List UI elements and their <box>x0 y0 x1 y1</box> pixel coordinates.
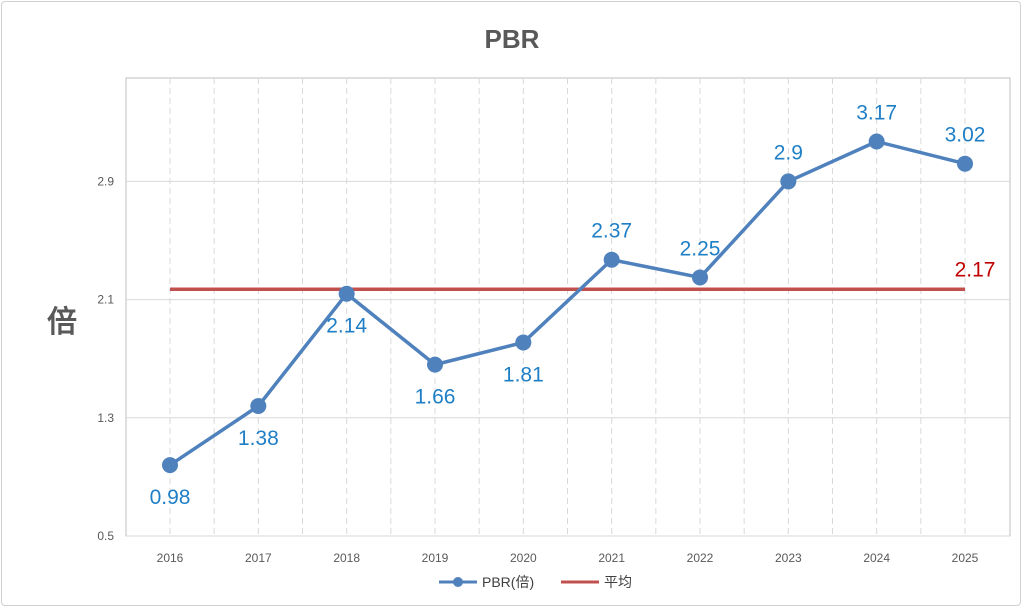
pbr-data-point <box>780 173 797 190</box>
y-tick-label: 1.3 <box>97 411 114 425</box>
pbr-data-label: 3.17 <box>856 102 897 125</box>
x-tick-label: 2017 <box>245 551 272 565</box>
pbr-data-point <box>338 285 355 302</box>
x-tick-label: 2025 <box>952 551 979 565</box>
x-tick-label: 2022 <box>687 551 714 565</box>
x-tick-label: 2024 <box>863 551 890 565</box>
x-tick-label: 2019 <box>422 551 449 565</box>
chart-title: PBR <box>485 24 540 54</box>
pbr-data-label: 1.66 <box>415 386 456 409</box>
pbr-data-point <box>515 334 532 351</box>
pbr-data-label: 2.25 <box>680 237 721 260</box>
pbr-data-label: 3.02 <box>945 124 986 147</box>
y-tick-label: 2.9 <box>97 174 114 188</box>
x-tick-label: 2016 <box>157 551 184 565</box>
x-tick-label: 2020 <box>510 551 537 565</box>
x-tick-label: 2021 <box>598 551 625 565</box>
average-data-label: 2.17 <box>955 258 996 281</box>
y-axis-label: 倍 <box>47 305 77 339</box>
pbr-data-label: 0.98 <box>150 486 191 509</box>
pbr-data-label: 1.81 <box>503 363 544 386</box>
pbr-data-point <box>957 155 973 172</box>
legend-average-label: 平均 <box>604 574 632 590</box>
pbr-data-label: 1.38 <box>238 427 279 450</box>
pbr-series-line <box>169 139 966 467</box>
legend-pbr-marker <box>453 577 463 587</box>
x-tick-label: 2018 <box>333 551 360 565</box>
legend-pbr-label: PBR(倍) <box>482 574 534 590</box>
pbr-data-point <box>250 397 267 414</box>
pbr-data-label: 2.37 <box>591 220 632 243</box>
pbr-data-point <box>162 457 178 474</box>
pbr-data-label: 2.9 <box>774 141 803 164</box>
y-tick-label: 0.5 <box>97 529 114 543</box>
pbr-data-point <box>427 356 443 373</box>
x-tick-label: 2023 <box>775 551 802 565</box>
plot-area: 0.5 1.3 2.1 2.9 2016 2017 2018 2019 2020 2021 2022… <box>97 77 1011 565</box>
pbr-data-label: 2.14 <box>326 315 367 338</box>
y-tick-label: 2.1 <box>97 293 114 307</box>
pbr-data-point <box>692 269 708 286</box>
pbr-data-point <box>603 251 620 268</box>
legend: PBR(倍) 平均 <box>439 574 632 590</box>
pbr-data-point <box>868 133 885 150</box>
